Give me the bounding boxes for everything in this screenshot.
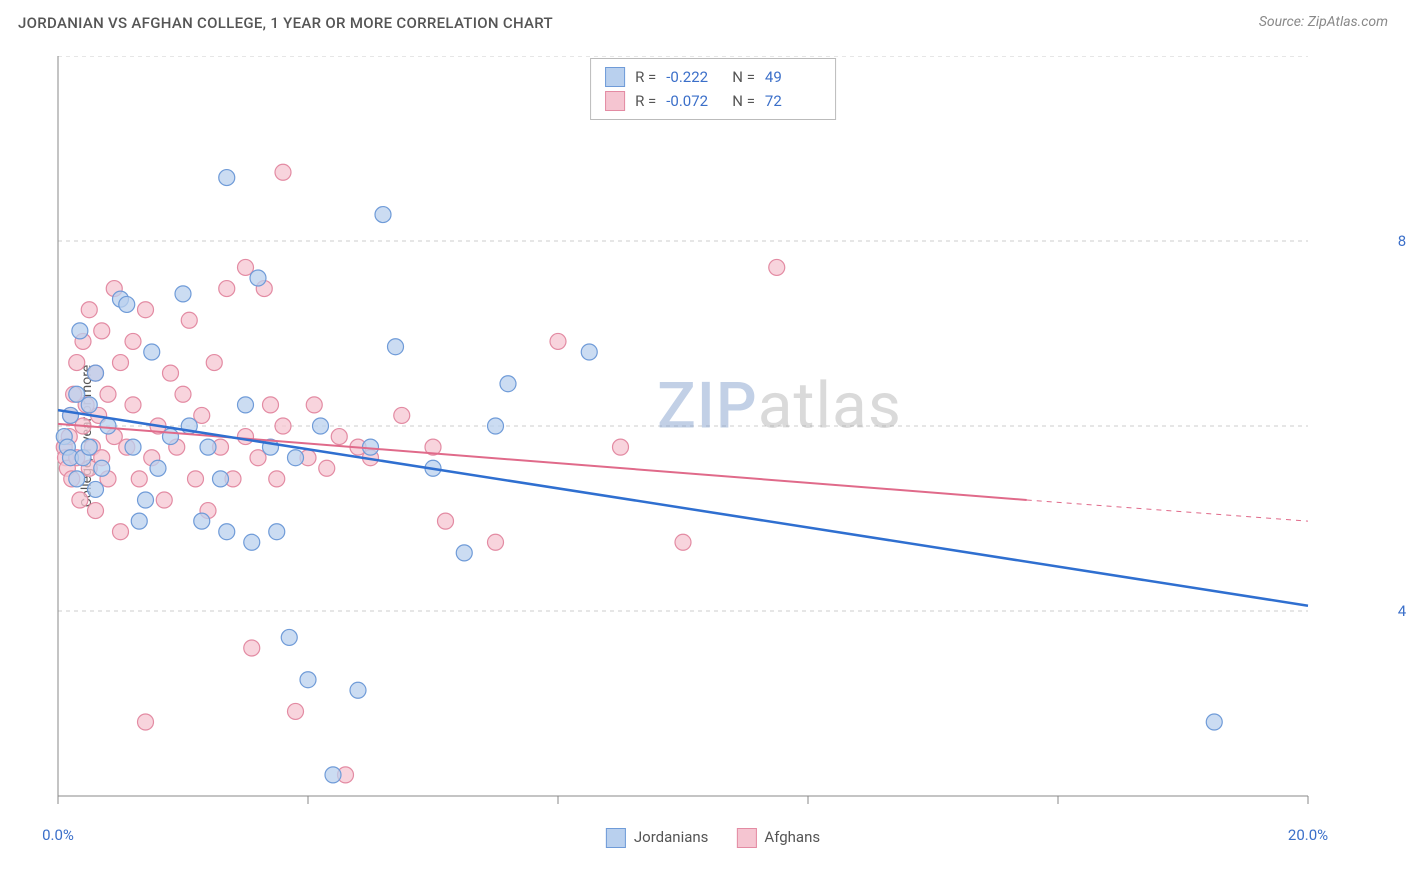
n-value-jordanians: 49	[765, 65, 821, 89]
chart-header: JORDANIAN VS AFGHAN COLLEGE, 1 YEAR OR M…	[0, 0, 1406, 48]
series-label-afghans: Afghans	[764, 828, 820, 846]
series-legend: Jordanians Afghans	[606, 828, 820, 848]
y-tick-label: 47.5%	[1398, 602, 1406, 620]
r-value-afghans: -0.072	[666, 89, 722, 113]
r-value-jordanians: -0.222	[666, 65, 722, 89]
r-label: R =	[635, 65, 656, 89]
y-tick-label: 82.5%	[1398, 232, 1406, 250]
legend-row-jordanians: R = -0.222 N = 49	[605, 65, 821, 89]
x-tick-label: 20.0%	[1288, 826, 1328, 844]
swatch-afghans	[605, 91, 625, 111]
source-attribution: Source: ZipAtlas.com	[1259, 14, 1388, 30]
correlation-legend: R = -0.222 N = 49 R = -0.072 N = 72	[590, 58, 836, 120]
source-name: ZipAtlas.com	[1308, 14, 1388, 30]
n-label: N =	[732, 65, 755, 89]
plot-area: College, 1 year or more ZIPatlas R = -0.…	[48, 56, 1378, 816]
series-label-jordanians: Jordanians	[634, 828, 709, 846]
source-label: Source:	[1259, 14, 1304, 30]
r-label: R =	[635, 89, 656, 113]
x-tick-label: 0.0%	[42, 826, 74, 844]
scatter-plot-svg	[48, 56, 1378, 816]
swatch-afghans-icon	[736, 828, 756, 848]
legend-row-afghans: R = -0.072 N = 72	[605, 89, 821, 113]
legend-item-jordanians: Jordanians	[606, 828, 709, 848]
chart-title: JORDANIAN VS AFGHAN COLLEGE, 1 YEAR OR M…	[18, 14, 553, 32]
n-value-afghans: 72	[765, 89, 821, 113]
legend-item-afghans: Afghans	[736, 828, 820, 848]
swatch-jordanians-icon	[606, 828, 626, 848]
swatch-jordanians	[605, 67, 625, 87]
n-label: N =	[732, 89, 755, 113]
